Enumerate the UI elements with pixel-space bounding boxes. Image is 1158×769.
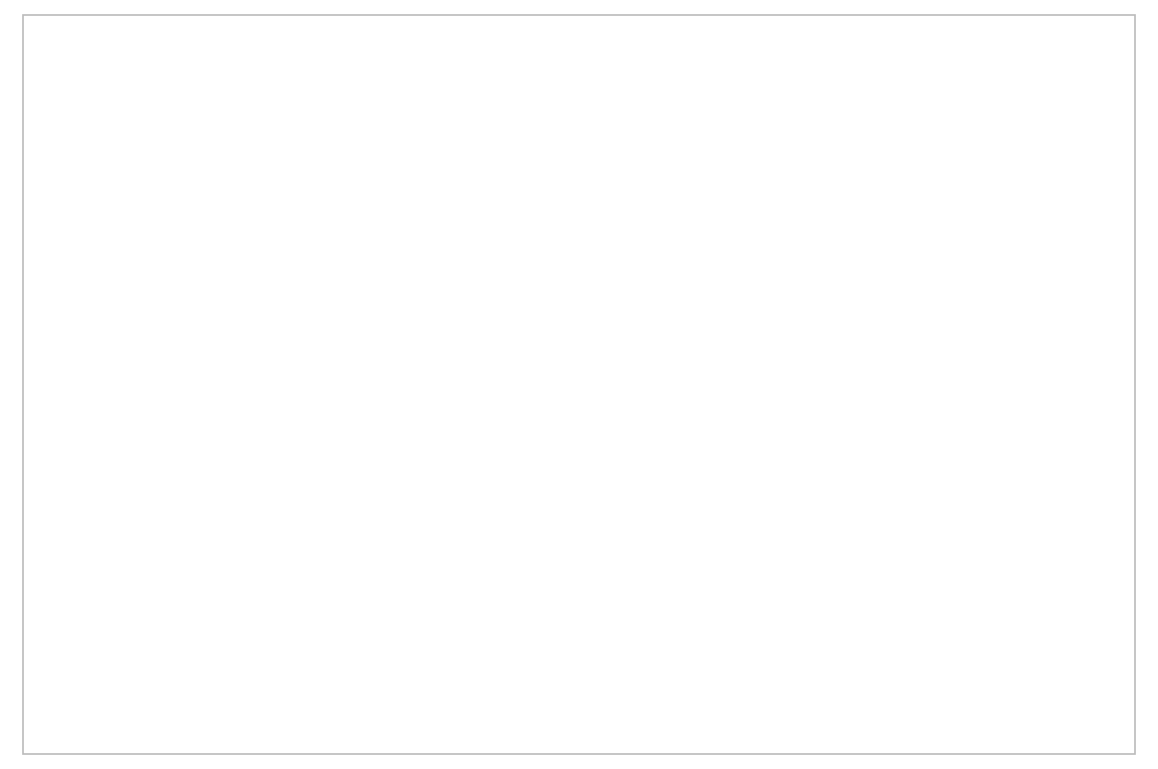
Text: (8 + 16 + 24 + 32) / 4: (8 + 16 + 24 + 32) / 4 — [113, 326, 371, 349]
Text: minus to plus etc: minus to plus etc — [134, 574, 331, 597]
Text: a clear downward trend: a clear downward trend — [134, 241, 405, 265]
Text: (32 + -24 + 16 + -8) / 4: (32 + -24 + 16 + -8) / 4 — [113, 398, 387, 421]
Text: Zero: Zero — [113, 468, 166, 491]
Text: Using the MA4 forecasting method for the time series “32, -24,: Using the MA4 forecasting method for the… — [67, 88, 834, 112]
Text: Impossible to calculate because the data is changing from plus to: Impossible to calculate because the data… — [113, 533, 867, 556]
Text: 16, -8” the forecast for the next time period is:: 16, -8” the forecast for the next time p… — [67, 145, 638, 169]
Text: Impossible to calculate because the absolute values of the data have: Impossible to calculate because the abso… — [113, 201, 908, 223]
